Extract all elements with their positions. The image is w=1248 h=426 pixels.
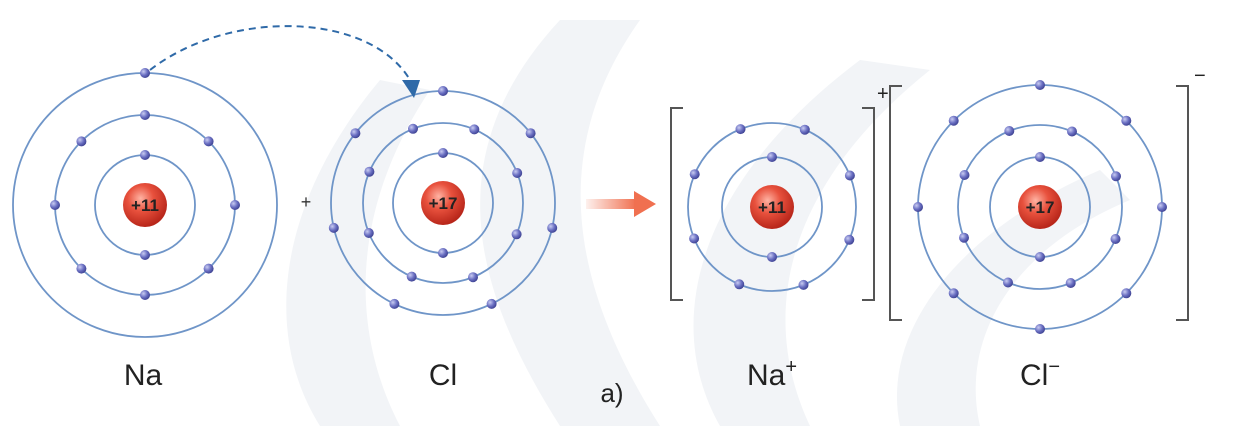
plus-sign: + xyxy=(301,192,312,212)
na-ion-atom: +11 xyxy=(687,122,857,292)
electron xyxy=(350,128,361,139)
electron xyxy=(689,169,700,180)
cl-atom: +17 xyxy=(328,86,558,316)
electron xyxy=(468,272,478,283)
electron xyxy=(76,136,87,147)
electron xyxy=(913,202,923,212)
electron-shell xyxy=(957,124,1123,290)
electron xyxy=(406,271,417,282)
electron xyxy=(140,250,150,260)
electron xyxy=(230,200,240,210)
electron xyxy=(438,148,448,158)
reaction-arrow xyxy=(586,191,656,217)
electron xyxy=(948,288,959,299)
electron xyxy=(140,110,150,120)
nucleus xyxy=(1018,185,1062,229)
electron xyxy=(363,228,374,238)
electron xyxy=(511,229,522,240)
nucleus-charge-label: +11 xyxy=(758,198,786,217)
cl-ion-charge: − xyxy=(1194,65,1206,87)
na-ion-bracket-right xyxy=(862,107,875,301)
electron xyxy=(1157,202,1167,212)
electron xyxy=(689,233,700,244)
electron xyxy=(844,234,855,245)
atoms-layer: +11 +17 +11 +17 xyxy=(12,68,1167,338)
nucleus-charge-label: +11 xyxy=(131,196,159,215)
figure-caption: a) xyxy=(600,378,623,408)
background-pattern xyxy=(286,20,1130,426)
cl-ion-bracket-left xyxy=(889,85,902,321)
electron xyxy=(1035,80,1045,90)
nucleus xyxy=(750,185,794,229)
nucleus-charge-label: +17 xyxy=(1026,198,1055,217)
electron xyxy=(389,298,400,309)
electron xyxy=(328,222,339,233)
electron xyxy=(547,222,558,233)
electron xyxy=(1121,288,1132,299)
electron xyxy=(1121,115,1132,126)
nucleus-charge-label: +17 xyxy=(429,194,458,213)
electron xyxy=(140,68,150,78)
electron xyxy=(1035,252,1045,262)
electron xyxy=(203,263,214,274)
electron xyxy=(1067,126,1077,137)
electron xyxy=(959,170,970,180)
cl-ion-bracket-right xyxy=(1176,85,1189,321)
electron xyxy=(140,150,150,160)
electron xyxy=(1035,324,1045,334)
cl-ion-label: Cl− xyxy=(1020,356,1060,392)
electron xyxy=(140,290,150,300)
electron xyxy=(1004,126,1015,136)
electron xyxy=(767,252,777,262)
electron xyxy=(438,86,448,96)
electron-transfer-arrow xyxy=(149,25,411,81)
electron xyxy=(364,166,375,177)
electron xyxy=(1111,171,1121,182)
electron xyxy=(1110,234,1121,244)
nucleus xyxy=(123,183,167,227)
electron xyxy=(844,170,855,181)
electron xyxy=(1065,278,1076,288)
electron xyxy=(735,124,746,135)
na-ion-charge: + xyxy=(877,83,889,105)
electron xyxy=(469,124,480,135)
electron xyxy=(1003,277,1013,288)
electron xyxy=(512,168,523,178)
electron xyxy=(948,115,959,126)
electron xyxy=(76,263,87,274)
cl-label: Cl xyxy=(429,359,457,392)
electron xyxy=(486,298,497,309)
electron-shell xyxy=(687,122,857,292)
electron xyxy=(767,152,777,162)
electron xyxy=(1035,152,1045,162)
electron xyxy=(408,123,418,134)
na-ion-label: Na+ xyxy=(747,356,797,392)
electron xyxy=(959,232,969,243)
electron xyxy=(799,124,810,135)
electron xyxy=(525,128,536,139)
electron xyxy=(203,136,214,147)
electron xyxy=(798,279,809,290)
na-ion-bracket-left xyxy=(670,107,683,301)
na-label: Na xyxy=(124,359,163,392)
electron xyxy=(50,200,60,210)
cl-ion-atom: +17 xyxy=(913,80,1167,334)
nucleus xyxy=(421,181,465,225)
electron xyxy=(734,279,745,290)
electron xyxy=(438,248,448,258)
electron-shell xyxy=(362,122,524,284)
electron-transfer-arrowhead xyxy=(402,80,420,98)
na-atom: +11 xyxy=(12,68,278,338)
